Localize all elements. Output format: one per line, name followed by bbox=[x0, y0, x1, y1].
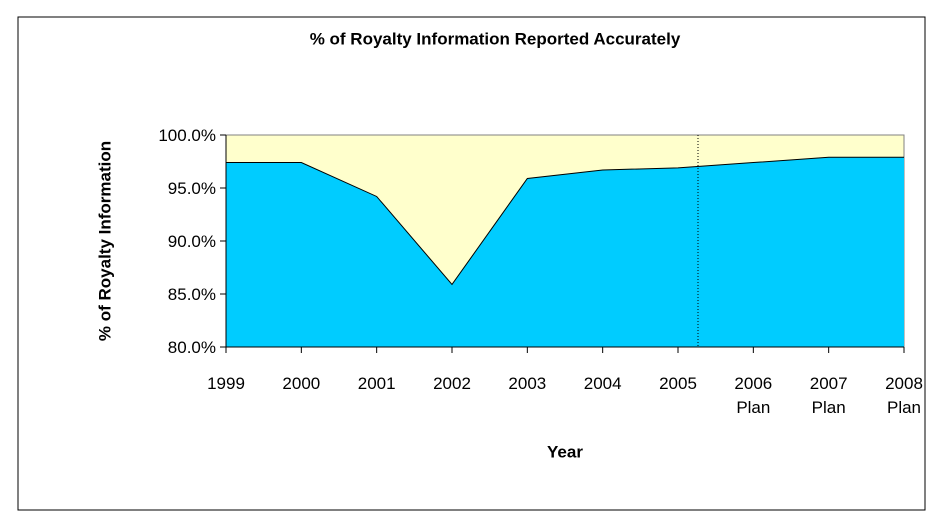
x-tick-label: 2002 bbox=[433, 374, 471, 393]
y-tick-label: 100.0% bbox=[158, 126, 216, 145]
x-tick-label: 2008 Plan bbox=[885, 374, 923, 417]
x-axis-title: Year bbox=[547, 442, 583, 461]
area bbox=[226, 157, 904, 347]
y-tick-label: 85.0% bbox=[168, 285, 216, 304]
x-tick-label: 2000 bbox=[282, 374, 320, 393]
x-tick-label: 2006 Plan bbox=[734, 374, 772, 417]
y-tick-label: 80.0% bbox=[168, 338, 216, 357]
x-tick-label: 2007 Plan bbox=[810, 374, 848, 417]
x-tick-label: 1999 bbox=[207, 374, 245, 393]
y-axis-title: % of Royalty Information bbox=[95, 141, 114, 341]
x-tick-label: 2005 bbox=[659, 374, 697, 393]
chart-title: % of Royalty Information Reported Accura… bbox=[310, 29, 681, 48]
x-tick-label: 2004 bbox=[584, 374, 622, 393]
area-line bbox=[226, 156, 904, 286]
x-tick-label: 2003 bbox=[508, 374, 546, 393]
y-tick-label: 90.0% bbox=[168, 232, 216, 251]
y-tick-label: 95.0% bbox=[168, 179, 216, 198]
x-tick-label: 2001 bbox=[358, 374, 396, 393]
